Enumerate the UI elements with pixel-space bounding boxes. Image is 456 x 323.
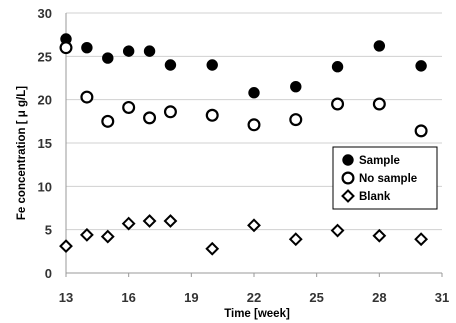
y-tick-label: 30 bbox=[38, 6, 52, 21]
no-sample-point bbox=[80, 90, 94, 104]
y-tick-label: 20 bbox=[38, 93, 52, 108]
no-sample-point bbox=[59, 41, 73, 55]
x-axis-title: Time [week] bbox=[224, 308, 290, 320]
no-sample-point bbox=[372, 97, 386, 111]
y-tick-label: 5 bbox=[45, 223, 52, 238]
x-tick-label: 19 bbox=[184, 290, 198, 305]
blank-point bbox=[121, 216, 136, 231]
legend-marker-sample bbox=[342, 154, 354, 166]
legend-label-blank: Blank bbox=[359, 191, 391, 203]
no-sample-point bbox=[101, 114, 115, 128]
grid-layer bbox=[66, 12, 442, 274]
no-sample-point bbox=[414, 124, 428, 138]
legend-marker-blank bbox=[341, 189, 355, 203]
y-tick-label: 10 bbox=[38, 179, 52, 194]
y-axis-title: Fe concentration [ μ g/L] bbox=[16, 86, 28, 220]
x-tick-label: 28 bbox=[372, 290, 386, 305]
blank-point bbox=[372, 228, 387, 243]
axis-layer: 0 5 10 15 20 25 30 13 16 19 22 25 28 31 bbox=[38, 6, 450, 305]
x-tick-label: 16 bbox=[121, 290, 135, 305]
legend-marker-no-sample bbox=[341, 171, 355, 185]
sample-point bbox=[206, 59, 218, 71]
blank-point bbox=[163, 214, 178, 228]
legend: Sample No sample Blank bbox=[332, 146, 438, 210]
no-sample-point bbox=[122, 100, 136, 114]
legend-label-no-sample: No sample bbox=[359, 173, 417, 185]
no-sample-point bbox=[331, 97, 345, 111]
no-sample-point bbox=[143, 111, 157, 125]
sample-point bbox=[164, 59, 177, 71]
y-tick-label: 0 bbox=[45, 266, 52, 281]
sample-point bbox=[102, 52, 114, 64]
blank-point bbox=[142, 214, 157, 228]
no-sample-point bbox=[163, 105, 177, 119]
y-tick-label: 15 bbox=[38, 136, 52, 151]
sample-point bbox=[248, 87, 260, 99]
blank-point bbox=[288, 232, 303, 247]
blank-point bbox=[414, 232, 429, 247]
sample-point bbox=[81, 41, 93, 54]
sample-point bbox=[373, 40, 386, 52]
no-sample-point bbox=[205, 108, 219, 122]
x-tick-label: 25 bbox=[309, 290, 323, 305]
blank-point bbox=[330, 223, 345, 238]
marks-layer bbox=[59, 33, 429, 256]
blank-point bbox=[100, 229, 115, 244]
y-tick-label: 25 bbox=[38, 49, 52, 64]
blank-point bbox=[79, 227, 94, 242]
sample-point bbox=[415, 60, 427, 72]
x-tick-label: 22 bbox=[247, 290, 261, 305]
x-tick-label: 31 bbox=[435, 290, 449, 305]
x-tick-label: 13 bbox=[59, 290, 73, 305]
no-sample-point bbox=[247, 118, 261, 132]
sample-point bbox=[290, 80, 302, 93]
sample-point bbox=[331, 61, 344, 73]
sample-point bbox=[143, 45, 156, 57]
blank-point bbox=[59, 239, 73, 254]
blank-point bbox=[247, 218, 261, 233]
legend-label-sample: Sample bbox=[359, 155, 400, 167]
no-sample-point bbox=[289, 113, 303, 127]
sample-point bbox=[122, 45, 135, 57]
blank-point bbox=[205, 241, 220, 256]
